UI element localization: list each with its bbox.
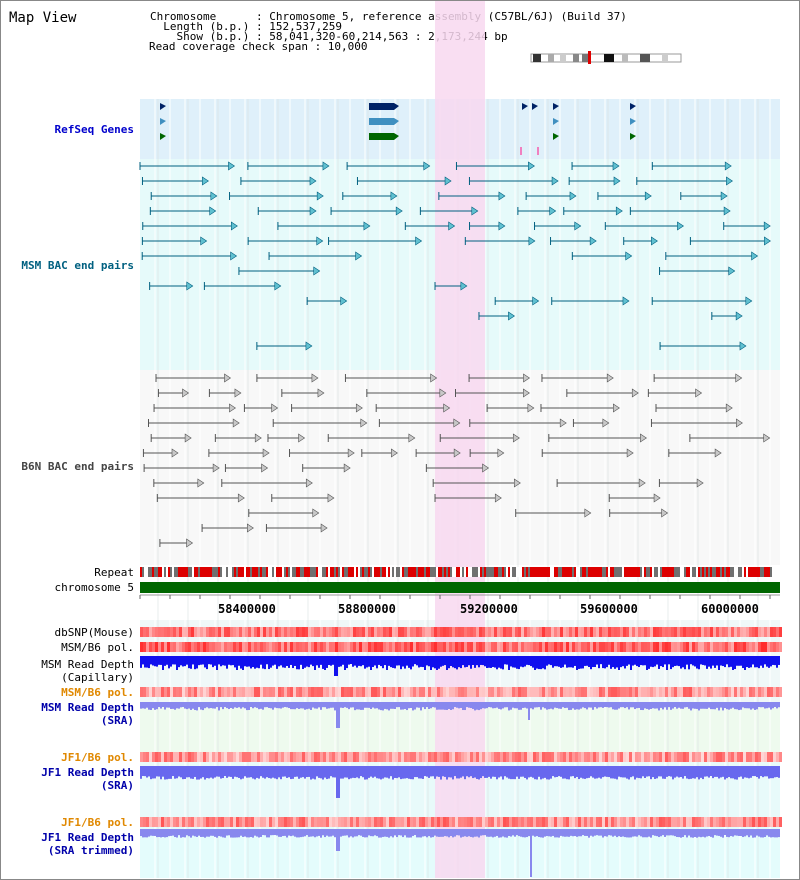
track-label-b6n-bac[interactable]: B6N BAC end pairs (21, 460, 134, 473)
track-label-jf1-depth-trim-sub: (SRA trimmed) (47, 844, 134, 857)
track-label-jf1-depth-trim[interactable]: JF1 Read Depth (41, 831, 134, 844)
axis-tick-58400000: 58400000 (218, 602, 276, 616)
track-label-msm-b6-pol-2[interactable]: MSM/B6 pol. (61, 686, 134, 699)
track-label-msm-b6-pol-1[interactable]: MSM/B6 pol. (61, 641, 134, 654)
track-label-msm-depth-sra[interactable]: MSM Read Depth (41, 701, 134, 714)
position-axis (139, 594, 780, 599)
track-label-jf1-b6-pol-1[interactable]: JF1/B6 pol. (61, 751, 134, 764)
read-depth-tracks[interactable] (140, 656, 780, 877)
track-label-chromosome[interactable]: chromosome 5 (54, 581, 134, 594)
track-label-msm-depth-cap-sub: (Capillary) (61, 671, 134, 684)
axis-tick-58800000: 58800000 (338, 602, 396, 616)
axis-tick-60000000: 60000000 (701, 602, 759, 616)
track-label-msm-depth-cap[interactable]: MSM Read Depth (41, 658, 134, 671)
msm-bac-pairs[interactable] (139, 161, 771, 351)
b6n-bac-pairs[interactable] (142, 373, 771, 548)
track-label-jf1-depth-sra-sub: (SRA) (100, 779, 134, 792)
track-label-msm-depth-sra-sub: (SRA) (100, 714, 134, 727)
track-label-jf1-b6-pol-2[interactable]: JF1/B6 pol. (61, 816, 134, 829)
axis-tick-59200000: 59200000 (460, 602, 518, 616)
track-label-dbsnp[interactable]: dbSNP(Mouse) (54, 626, 134, 639)
length-info: Length (b.p.) : 152,537,259 (150, 20, 343, 33)
selected-region-highlight[interactable] (435, 0, 485, 878)
track-label-refseq[interactable]: RefSeq Genes (54, 123, 134, 136)
track-label-jf1-depth-sra[interactable]: JF1 Read Depth (41, 766, 134, 779)
ideogram-position-marker (588, 51, 591, 64)
track-label-repeat[interactable]: Repeat (94, 566, 134, 579)
polymorphism-heatmaps[interactable] (140, 627, 782, 827)
chromosome-ideogram[interactable] (530, 51, 682, 64)
repeat-track[interactable] (140, 567, 780, 577)
coverage-span-info: Read coverage check span : 10,000 (149, 40, 368, 53)
view-title: Map View (9, 10, 77, 26)
chromosome-bar[interactable] (140, 582, 780, 593)
refseq-genes[interactable] (160, 103, 636, 155)
axis-tick-59600000: 59600000 (580, 602, 638, 616)
track-label-msm-bac[interactable]: MSM BAC end pairs (21, 259, 134, 272)
